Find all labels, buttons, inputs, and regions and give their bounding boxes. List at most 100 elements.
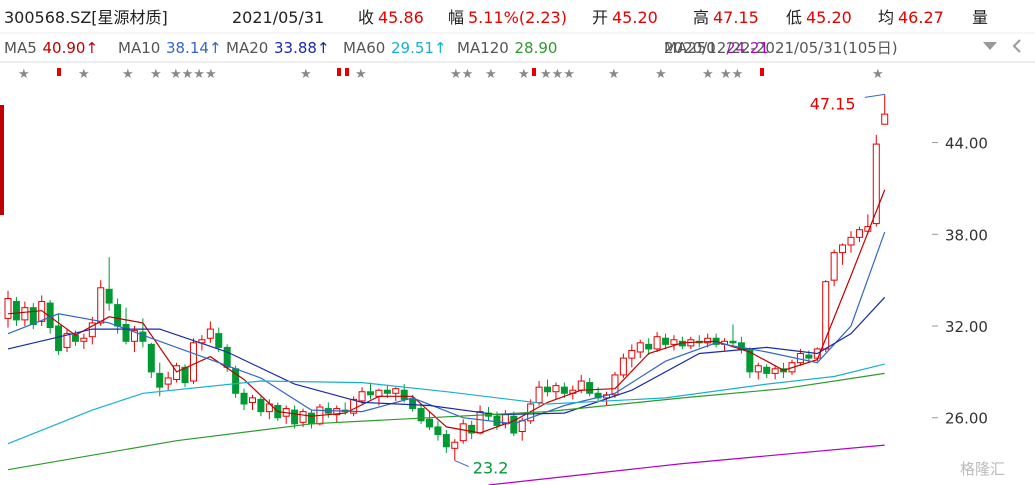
quote-value: 45.20 (806, 8, 852, 27)
quote-label: 收 (358, 8, 374, 27)
svg-text:★: ★ (655, 67, 667, 82)
ma-line (7, 231, 886, 425)
dropdown-icon[interactable] (983, 42, 997, 50)
candle-body (653, 336, 661, 350)
svg-text:★★: ★★ (450, 67, 473, 82)
legend-value: 33.88↑ (274, 39, 330, 57)
candle-body (130, 330, 138, 342)
candle-body (409, 398, 417, 410)
legend-value: 28.90 (515, 39, 558, 57)
y-tick-label: 38.00 (945, 226, 988, 244)
quote-date: 2021/05/31 (232, 8, 324, 27)
candle-body (586, 382, 594, 394)
candle-body (63, 333, 71, 348)
high-pointer (864, 93, 885, 98)
candle-body (375, 389, 383, 397)
candle-body (442, 434, 450, 448)
candle-body (366, 391, 374, 396)
quote-label: 低 (786, 8, 802, 27)
candle-body (560, 386, 568, 394)
candle-body (855, 229, 863, 238)
candle-body (636, 342, 644, 353)
candle-body (417, 408, 425, 422)
candle-body (139, 331, 147, 342)
candle-body (628, 349, 636, 359)
candle-body (156, 372, 164, 388)
ma-line (7, 189, 886, 434)
svg-text:★: ★ (300, 67, 312, 82)
candle-body (830, 252, 838, 281)
y-tick-label: 44.00 (945, 135, 988, 153)
svg-text:★: ★ (518, 67, 530, 82)
low-pointer (454, 460, 469, 467)
svg-text:★: ★ (205, 67, 217, 82)
candle-body (434, 426, 442, 436)
candle-body (29, 307, 37, 325)
svg-text:★: ★ (355, 67, 367, 82)
svg-text:★: ★ (608, 67, 620, 82)
quote-value: 46.27 (898, 8, 944, 27)
legend-name: MA10 (118, 39, 160, 57)
candle-body (493, 415, 501, 426)
candle-body (400, 389, 408, 400)
legend-name: MA120 (457, 39, 509, 57)
candle-body (358, 391, 366, 402)
svg-text:★: ★ (78, 67, 90, 82)
candle-body (21, 307, 29, 321)
svg-text:★: ★ (702, 67, 714, 82)
watermark: 格隆汇 (960, 460, 1005, 478)
candle-body (847, 236, 855, 246)
candle-body (577, 380, 585, 391)
stock-code: 300568.SZ[星源材质] (4, 8, 168, 27)
candle-body (55, 325, 63, 351)
candle-body (223, 346, 231, 368)
svg-text:★: ★ (122, 67, 134, 82)
candle-body (544, 386, 552, 393)
event-markers: ★ ★ ★ ★ ★★★ ★ ★ ★ ★★ ★ ★ ★★★ ★ ★ ★ ★★ ★ (18, 67, 884, 82)
svg-text:★★★: ★★★ (170, 67, 205, 82)
candle-body (114, 304, 122, 327)
svg-text:★: ★ (18, 67, 30, 82)
candle-body (181, 366, 189, 384)
y-tick-label: 26.00 (945, 410, 988, 428)
quote-label: 幅 (448, 8, 464, 27)
legend-name: MA20 (226, 39, 268, 57)
quote-label: 均 (878, 8, 894, 27)
candle-body (299, 411, 307, 423)
candle-body (105, 288, 113, 304)
collapse-icon[interactable] (1012, 39, 1021, 53)
side-marker (0, 105, 4, 215)
quote-value: 5.11%(2.23) (468, 8, 567, 27)
quote-label: 开 (592, 8, 608, 27)
candle-body (12, 301, 20, 321)
candle-body (805, 354, 813, 359)
svg-text:★: ★ (150, 67, 162, 82)
candle-body (333, 408, 341, 416)
candle-body (459, 423, 467, 442)
candle-body (248, 397, 256, 403)
candle-body (468, 424, 476, 434)
y-tick-label: 32.00 (945, 318, 988, 336)
candle-body (147, 343, 155, 373)
candle-body (670, 339, 678, 345)
candle-body (451, 441, 459, 449)
candle-body (4, 297, 12, 319)
watermark-bg (950, 456, 1030, 482)
candle-body (215, 333, 223, 348)
candle-body (257, 398, 265, 413)
candle-body (307, 412, 315, 425)
candle-body (392, 388, 400, 394)
candle-body (763, 366, 771, 374)
candle-body (80, 337, 88, 342)
candle-body (189, 342, 197, 382)
legend-name: MA60 (343, 39, 385, 57)
legend-value: 24.21 (726, 39, 769, 57)
candle-body (240, 392, 248, 405)
ma-line (7, 363, 885, 445)
candle-body (771, 368, 779, 374)
quote-value: 45.20 (612, 8, 658, 27)
candle-body (645, 343, 653, 350)
candle-body (619, 357, 627, 376)
